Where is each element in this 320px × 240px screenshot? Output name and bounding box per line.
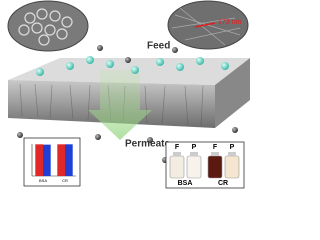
bottle-label: P xyxy=(230,144,235,151)
bottle xyxy=(169,155,185,179)
group-label: BSA xyxy=(178,180,193,187)
bottle-cap xyxy=(211,152,219,156)
particles xyxy=(17,45,238,163)
bar xyxy=(57,144,65,176)
group-label: CR xyxy=(218,180,228,187)
bar xyxy=(35,144,43,176)
bottles: F P BSA F P CR xyxy=(169,144,240,187)
bottle-label: P xyxy=(192,144,197,151)
scale-line xyxy=(194,22,216,28)
bottle-label: F xyxy=(175,144,180,151)
bottle-cap xyxy=(228,152,236,156)
bottle-cap xyxy=(190,152,198,156)
bar xyxy=(43,144,51,176)
bottle xyxy=(186,155,202,179)
permeate-label: Permeate xyxy=(125,139,170,150)
sem-rings xyxy=(18,8,73,46)
x-tick-label: BSA xyxy=(39,178,47,183)
graphic: 173 nm Feed Permeate BSA CR F P BSA F P CR xyxy=(7,0,250,189)
scale-label: 173 nm xyxy=(218,19,242,26)
flow-arrow xyxy=(88,70,152,140)
bar xyxy=(65,144,73,176)
bottle xyxy=(224,155,240,179)
x-tick-label: CR xyxy=(62,178,68,183)
bottle xyxy=(207,155,223,179)
bottle-cap xyxy=(173,152,181,156)
inset-chart: BSA CR xyxy=(31,144,76,183)
bottle-label: F xyxy=(213,144,218,151)
membrane-side xyxy=(215,58,250,128)
feed-label: Feed xyxy=(147,41,170,52)
